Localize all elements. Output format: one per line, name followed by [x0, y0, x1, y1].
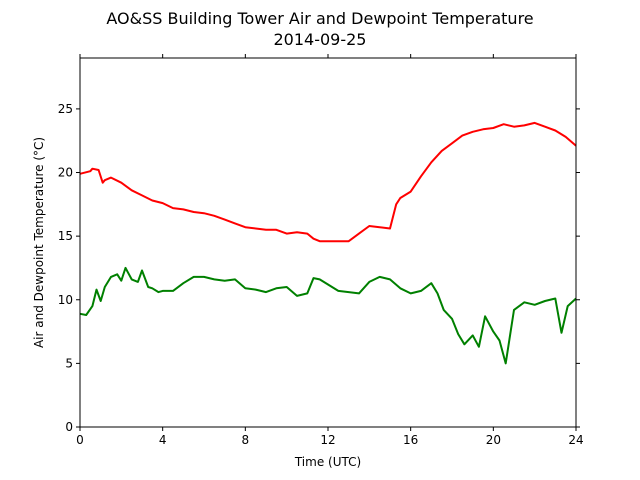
y-tick-label: 20 [58, 166, 73, 180]
x-tick-label: 4 [159, 433, 167, 447]
x-tick-label: 24 [568, 433, 583, 447]
x-tick-label: 16 [403, 433, 418, 447]
y-axis-label: Air and Dewpoint Temperature (°C) [32, 137, 46, 348]
x-tick-label: 20 [486, 433, 501, 447]
tick-layer: 0 4 8 12 16 20 24 0 5 10 15 20 25 [58, 54, 584, 447]
series-layer [79, 121, 577, 365]
plot-area [80, 58, 576, 427]
y-tick-label: 0 [65, 420, 73, 434]
x-axis-label: Time (UTC) [294, 455, 361, 469]
series-line-2 [79, 266, 577, 365]
y-tick-label: 25 [58, 102, 73, 116]
x-tick-label: 0 [76, 433, 84, 447]
y-tick-label: 10 [58, 293, 73, 307]
plot-frame [79, 57, 577, 428]
x-tick-label: 8 [242, 433, 250, 447]
x-tick-label: 12 [320, 433, 335, 447]
y-tick-label: 15 [58, 229, 73, 243]
chart-title: AO&SS Building Tower Air and Dewpoint Te… [106, 9, 533, 28]
series-line-1 [79, 121, 577, 243]
y-tick-label: 5 [65, 356, 73, 370]
chart-subtitle: 2014-09-25 [274, 30, 367, 49]
